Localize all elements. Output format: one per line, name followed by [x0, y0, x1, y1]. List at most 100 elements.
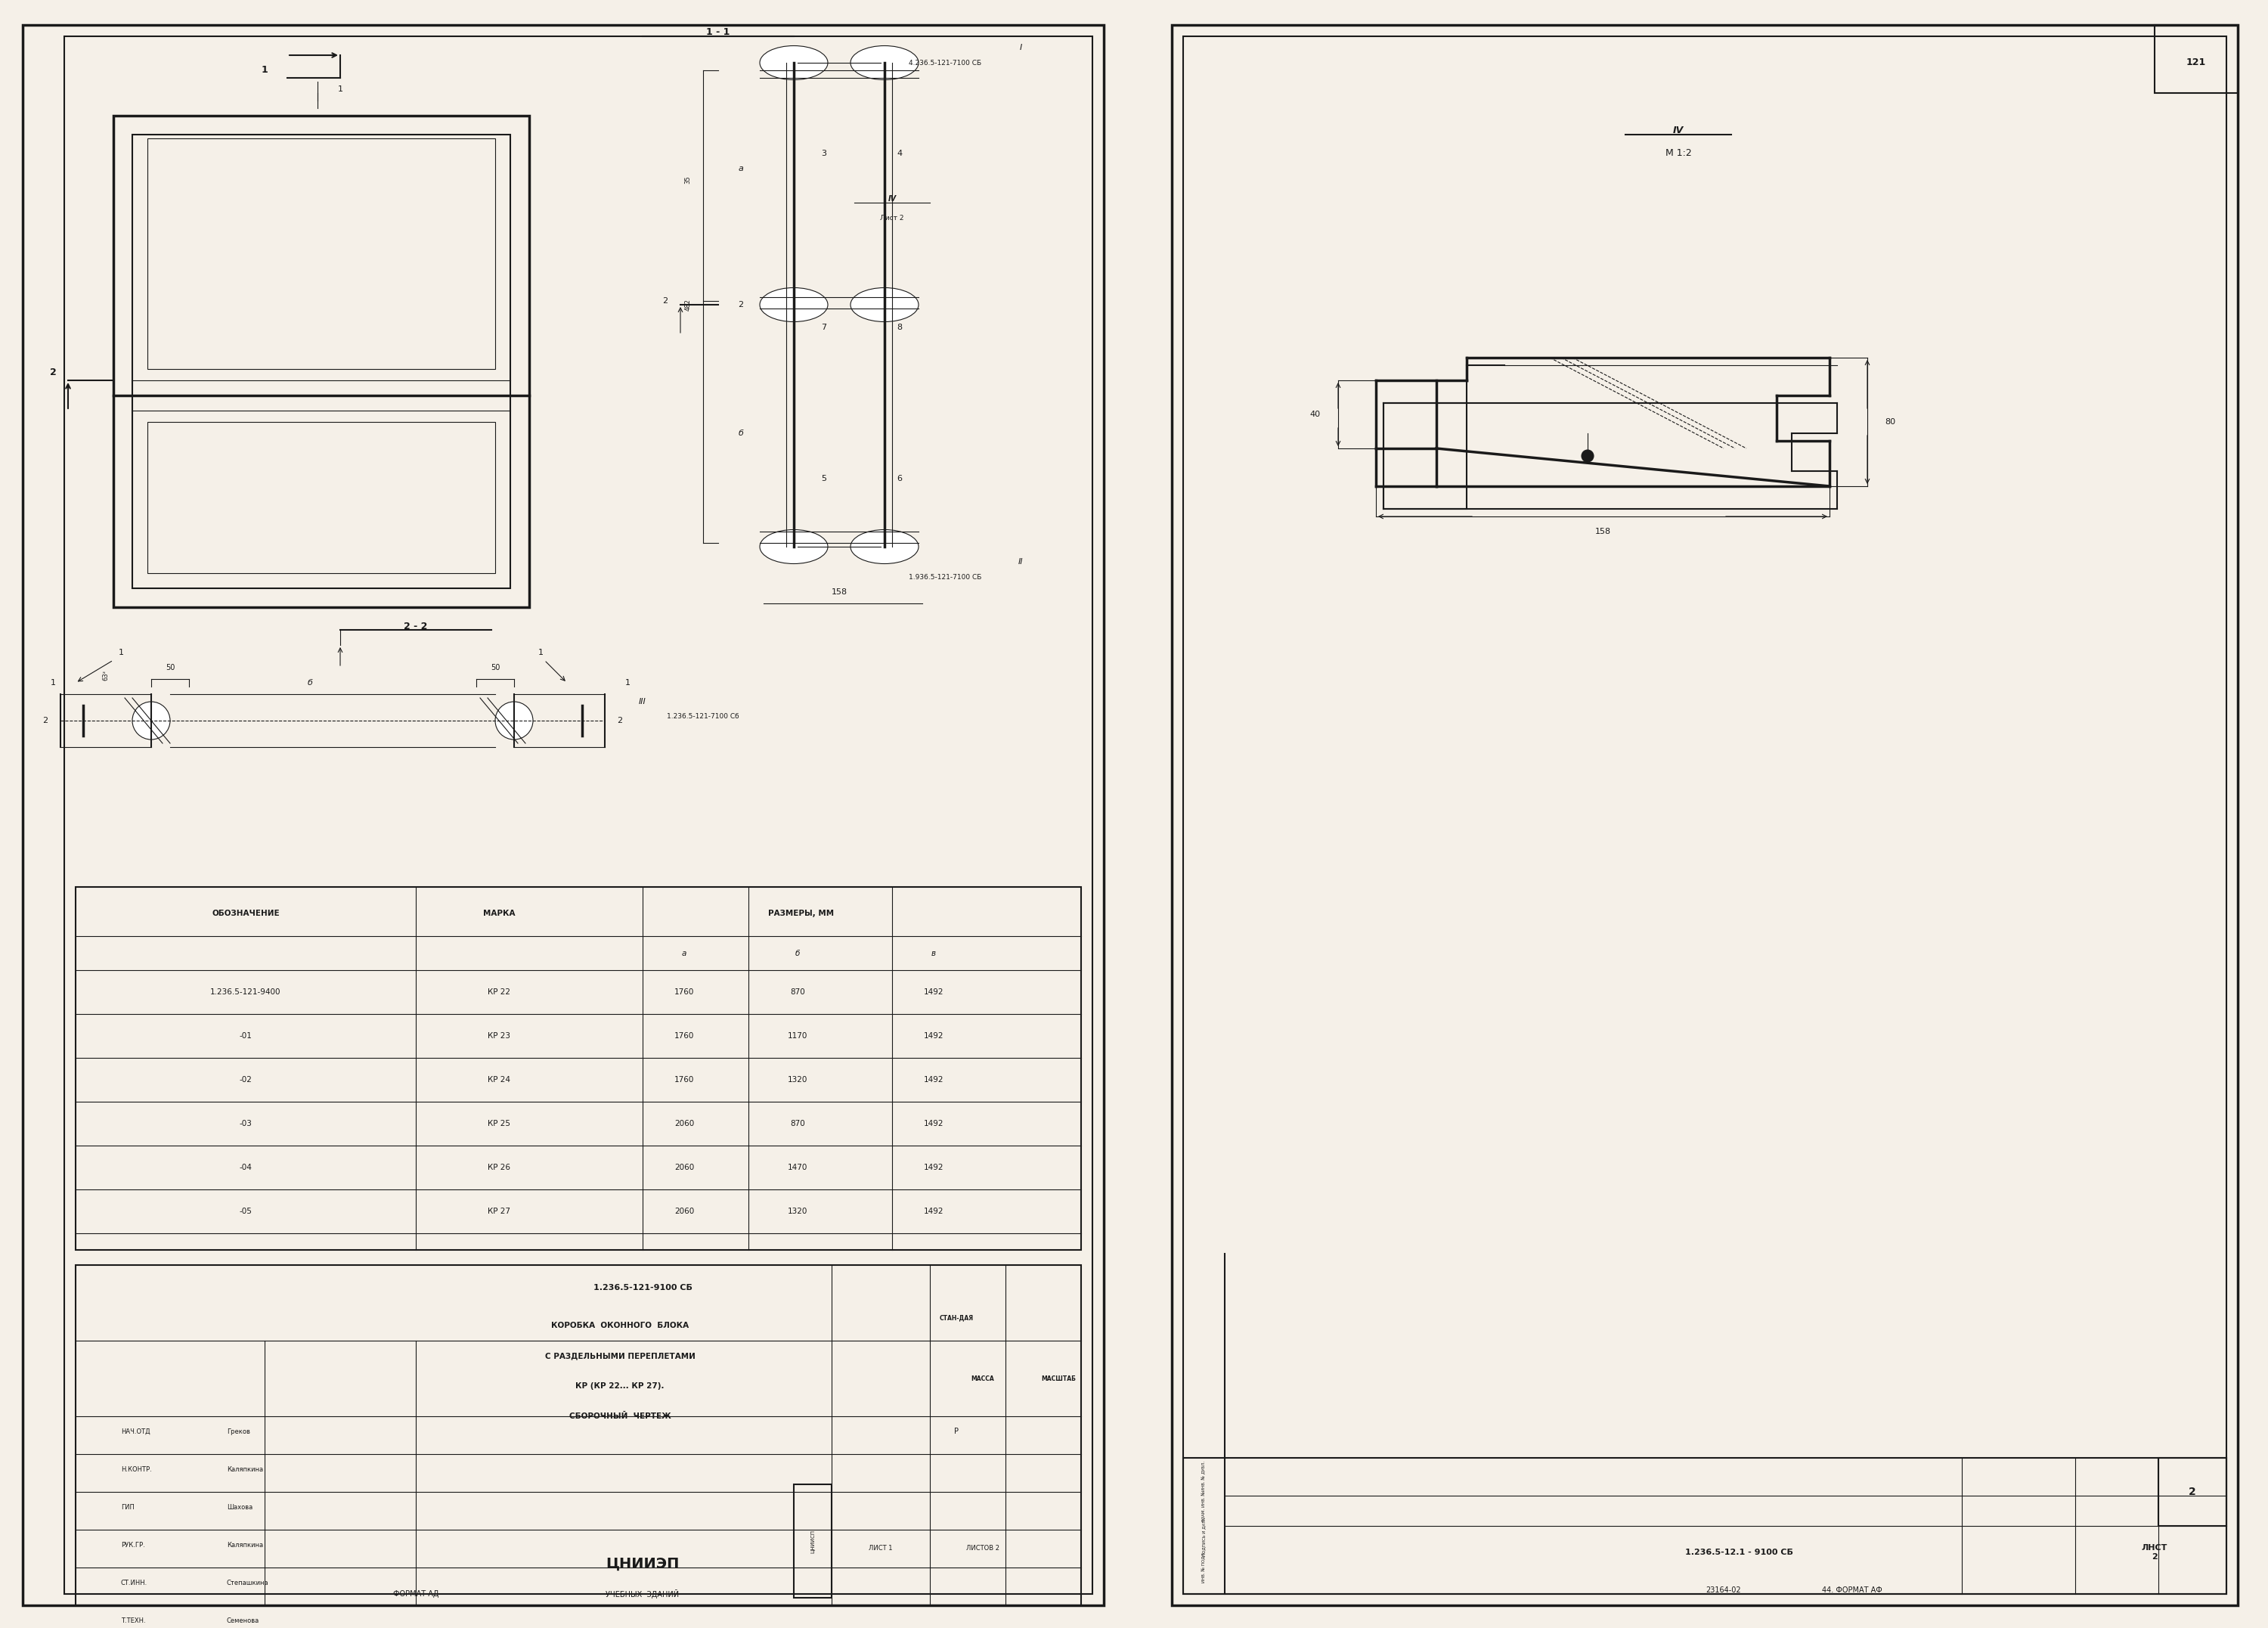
Text: 2: 2 — [617, 716, 624, 724]
Text: 1760: 1760 — [674, 1032, 694, 1040]
Text: 44. ФОРМАТ АФ: 44. ФОРМАТ АФ — [1821, 1586, 1882, 1594]
Text: 1320: 1320 — [787, 1208, 807, 1214]
Text: ЛИСТОВ 2: ЛИСТОВ 2 — [966, 1545, 1000, 1551]
Text: 6: 6 — [896, 475, 903, 482]
Text: МАРКА: МАРКА — [483, 910, 515, 917]
Text: 2: 2 — [737, 301, 744, 309]
Text: 1: 1 — [538, 650, 544, 656]
Text: КР 22: КР 22 — [488, 988, 510, 996]
Ellipse shape — [760, 529, 828, 563]
Text: 1492: 1492 — [923, 1032, 943, 1040]
Bar — [147, 422, 494, 573]
Text: 23164-02: 23164-02 — [1706, 1586, 1742, 1594]
Bar — [132, 135, 510, 588]
Text: III: III — [640, 698, 646, 705]
Text: HАЧ.ОТД: HАЧ.ОТД — [120, 1428, 150, 1434]
Text: Каляпкина: Каляпкина — [227, 1465, 263, 1473]
Text: б: б — [308, 679, 313, 687]
Bar — [1173, 24, 2239, 1605]
Text: 1.236.5-121-9100 СБ: 1.236.5-121-9100 СБ — [594, 1284, 692, 1291]
Text: ФОРМАТ АД: ФОРМАТ АД — [392, 1591, 438, 1597]
Ellipse shape — [850, 46, 919, 80]
Bar — [1184, 1457, 2227, 1594]
Text: УЧЕБНЫХ  ЗДАНИЙ: УЧЕБНЫХ ЗДАНИЙ — [606, 1589, 680, 1599]
Ellipse shape — [760, 288, 828, 322]
Text: Семенова: Семенова — [227, 1617, 259, 1623]
Text: ГИП: ГИП — [120, 1504, 134, 1511]
Text: 1492: 1492 — [923, 1164, 943, 1171]
Text: -02: -02 — [240, 1076, 252, 1084]
Ellipse shape — [850, 529, 919, 563]
Text: 1492: 1492 — [923, 988, 943, 996]
Text: 2060: 2060 — [674, 1164, 694, 1171]
Text: 63²: 63² — [102, 671, 109, 681]
Text: 8: 8 — [896, 324, 903, 330]
Text: 2060: 2060 — [674, 1120, 694, 1128]
Ellipse shape — [850, 288, 919, 322]
Text: 482: 482 — [685, 298, 692, 311]
Text: б: б — [739, 430, 744, 436]
Text: а: а — [739, 164, 744, 173]
Text: КР 27: КР 27 — [488, 1208, 510, 1214]
Text: 2 - 2: 2 - 2 — [404, 622, 429, 632]
Text: 2: 2 — [662, 298, 669, 304]
Circle shape — [494, 702, 533, 739]
Text: 40: 40 — [1311, 410, 1320, 418]
Text: СБОРОЧНЫЙ  ЧЕРТЕЖ: СБОРОЧНЫЙ ЧЕРТЕЖ — [569, 1413, 671, 1420]
Text: II: II — [1018, 558, 1023, 565]
Text: 1760: 1760 — [674, 988, 694, 996]
Circle shape — [132, 702, 170, 739]
Text: 1320: 1320 — [787, 1076, 807, 1084]
Text: 1.936.5-121-7100 СБ: 1.936.5-121-7100 СБ — [909, 573, 982, 580]
Text: 5: 5 — [821, 475, 826, 482]
Text: 2: 2 — [2189, 1486, 2195, 1498]
Text: ПОДПИСЬ И ДАТА: ПОДПИСЬ И ДАТА — [1202, 1517, 1207, 1556]
Text: 2: 2 — [43, 716, 48, 724]
Text: КР 25: КР 25 — [488, 1120, 510, 1128]
Text: I: I — [1018, 44, 1023, 52]
Text: 1760: 1760 — [674, 1076, 694, 1084]
Bar — [1184, 36, 2227, 1594]
Text: Лист 2: Лист 2 — [880, 215, 905, 221]
Text: 1492: 1492 — [923, 1076, 943, 1084]
Text: -05: -05 — [240, 1208, 252, 1214]
Text: 50: 50 — [166, 664, 175, 671]
Text: ОБОЗНАЧЕНИЕ: ОБОЗНАЧЕНИЕ — [211, 910, 279, 917]
Text: ИНВ. № ДУБЛ.: ИНВ. № ДУБЛ. — [1202, 1460, 1207, 1491]
Bar — [1383, 404, 1467, 510]
Text: КОРОБКА  ОКОННОГО  БЛОКА: КОРОБКА ОКОННОГО БЛОКА — [551, 1322, 689, 1330]
Text: 1.236.5-121-9400: 1.236.5-121-9400 — [211, 988, 281, 996]
Text: ВЗАМ. ИНВ. №: ВЗАМ. ИНВ. № — [1202, 1491, 1207, 1522]
Text: 870: 870 — [789, 988, 805, 996]
Text: 1: 1 — [50, 679, 54, 687]
Bar — [75, 887, 1082, 1250]
Text: 4: 4 — [896, 150, 903, 158]
Text: Каляпкина: Каляпкина — [227, 1542, 263, 1548]
Text: 1.236.5-12.1 - 9100 СБ: 1.236.5-12.1 - 9100 СБ — [1685, 1548, 1792, 1556]
Text: ЦНИИЭП: ЦНИИЭП — [606, 1556, 680, 1571]
Text: IV: IV — [887, 195, 896, 202]
Text: СТ.ИНН.: СТ.ИНН. — [120, 1579, 147, 1586]
Text: IV: IV — [1674, 125, 1683, 135]
Text: 4.236.5-121-7100 СБ: 4.236.5-121-7100 СБ — [909, 59, 982, 67]
Text: 2: 2 — [50, 368, 57, 378]
Text: 1: 1 — [261, 65, 268, 75]
Text: 1: 1 — [118, 650, 122, 656]
Bar — [75, 1265, 1082, 1605]
Text: ИНВ. № ПОДЛ.: ИНВ. № ПОДЛ. — [1202, 1551, 1207, 1582]
Text: M 1:2: M 1:2 — [1665, 148, 1692, 158]
Text: 1: 1 — [626, 679, 631, 687]
Text: ЛИСТ 1: ЛИСТ 1 — [869, 1545, 894, 1551]
Text: Шахова: Шахова — [227, 1504, 252, 1511]
Text: РУК.ГР.: РУК.ГР. — [120, 1542, 145, 1548]
Text: в: в — [932, 949, 937, 957]
Bar — [2159, 1457, 2227, 1525]
Text: Степашкина: Степашкина — [227, 1579, 270, 1586]
Bar — [64, 36, 1093, 1594]
Text: СТАН-ДАЯ: СТАН-ДАЯ — [939, 1314, 973, 1322]
Text: РАЗМЕРЫ, ММ: РАЗМЕРЫ, ММ — [769, 910, 835, 917]
Text: 1: 1 — [338, 85, 342, 93]
Bar — [2155, 24, 2239, 93]
Text: МАССА: МАССА — [971, 1376, 993, 1382]
Text: 7: 7 — [821, 324, 828, 330]
